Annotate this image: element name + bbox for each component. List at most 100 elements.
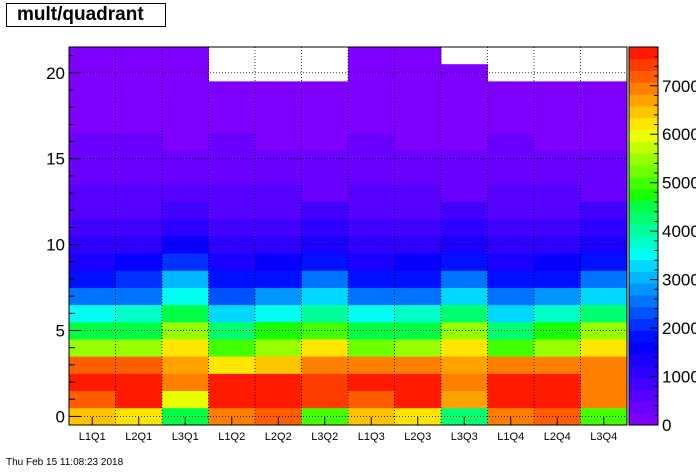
heatmap-cell [115,218,163,237]
grid-lines [69,47,627,425]
heatmap-cell [208,270,256,288]
plot-frame [68,46,628,426]
heatmap-cell [255,356,302,374]
heatmap-cell [441,373,488,392]
x-tick-label: L3Q4 [590,431,617,443]
heatmap-cell [487,201,535,220]
heatmap-cell [208,167,256,185]
heatmap-cell [162,184,209,203]
palette-swatch [629,236,658,249]
heatmap-cell [487,132,535,151]
heatmap-cell [348,81,395,99]
heatmap-cell [69,184,116,203]
heatmap-cell [580,339,628,357]
heatmap-cell [580,270,628,288]
heatmap-cell [394,81,442,99]
heatmap-cell [580,81,628,99]
heatmap-cell [162,390,209,409]
heatmap-cell [162,373,209,392]
heatmap-cell [115,339,163,357]
heatmap-cell [162,339,209,357]
heatmap-cell [348,98,395,117]
heatmap-cell [348,287,395,306]
heatmap-cell [115,184,163,203]
heatmap-cell [255,390,302,409]
heatmap-cell [69,339,116,357]
palette-swatch [629,188,658,201]
heatmap-cell [301,201,349,220]
heatmap-cell [487,218,535,237]
palette-swatch [629,259,658,272]
z-tick-label: 5000 [662,174,696,193]
heatmap-cell [255,407,302,426]
heatmap-cell [394,339,442,357]
heatmap-cell [394,304,442,323]
palette-swatch [629,153,658,166]
palette-swatch [629,70,658,83]
heatmap-cell [580,390,628,409]
y-tick-label: 20 [46,64,65,83]
heatmap-cell [441,321,488,340]
x-tick-label: L2Q3 [404,431,431,443]
heatmap-cell [255,304,302,323]
heatmap-cell [69,390,116,409]
heatmap-cell [487,339,535,357]
heatmap-cell [255,98,302,117]
heatmap-cell [534,184,581,203]
heatmap-cell [487,304,535,323]
color-palette-bar[interactable] [628,46,659,426]
heatmap-cell [487,390,535,409]
heatmap-cell [441,98,488,117]
heatmap-cell [534,236,581,254]
y-tick-label: 15 [46,150,65,169]
palette-swatch [629,82,658,95]
heatmap-cell [301,304,349,323]
palette-swatch [629,306,658,320]
heatmap-cell [348,167,395,185]
heatmap-cell [534,270,581,288]
heatmap-cell [255,373,302,392]
z-tick-label: 2000 [662,319,696,338]
heatmap-cell [301,81,349,99]
heatmap-cell [534,253,581,271]
heatmap-cell [348,339,395,357]
heatmap-cell [441,150,488,168]
heatmap-cell [441,356,488,374]
heatmap-cell [441,201,488,220]
heatmap-cell [69,356,116,374]
heatmap-cell [115,287,163,306]
heatmap-cell [208,184,256,203]
heatmap-cell [301,390,349,409]
heatmap-cell [580,253,628,271]
x-tick-label: L2Q2 [265,431,292,443]
palette-swatch [629,117,658,131]
heatmap-cell [255,201,302,220]
heatmap-cell [301,356,349,374]
heatmap-cell [162,321,209,340]
palette-swatch [629,330,658,343]
palette-frame [628,46,659,426]
heatmap-cell [394,98,442,117]
heatmap-cell [162,253,209,271]
heatmap-cell [69,270,116,288]
palette-swatch [629,58,658,72]
palette-swatch [629,283,658,296]
x-tick-label: L3Q2 [311,431,338,443]
heatmap-cell [348,321,395,340]
palette-swatch [629,365,658,379]
heatmap-cell [580,115,628,134]
heatmap-cell [208,390,256,409]
heatmap-cell [162,64,209,82]
heatmap-cell [255,236,302,254]
heatmap-cell [301,115,349,134]
heatmap-cell [69,64,116,82]
heatmap-cell [534,115,581,134]
heatmap-cells [69,47,628,426]
heatmap-cell [162,201,209,220]
z-tick-label: 7000 [662,77,696,96]
palette-swatch [629,94,658,107]
heatmap-cell [348,132,395,151]
heatmap-cell [394,201,442,220]
heatmap-cell [69,81,116,99]
z-tick-label: 3000 [662,271,696,290]
